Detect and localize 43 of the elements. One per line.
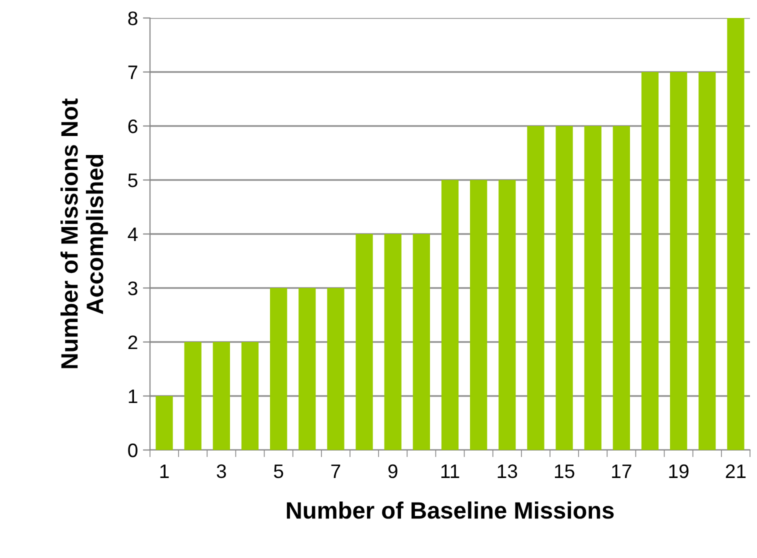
bar (727, 18, 744, 450)
x-tick-label: 17 (612, 464, 632, 478)
y-tick-label: 4 (128, 228, 138, 242)
x-tick-label: 9 (388, 464, 398, 478)
x-tick-label: 5 (274, 464, 284, 478)
bar (212, 342, 230, 450)
bar (670, 72, 688, 450)
y-tick-label: 8 (128, 11, 138, 26)
y-tick-label: 2 (128, 335, 138, 350)
y-tick-label: 0 (128, 443, 138, 458)
x-tick-label: 19 (669, 464, 688, 478)
bar (327, 288, 344, 450)
x-tick-label: 7 (331, 464, 340, 478)
bar (612, 126, 630, 450)
bar (184, 342, 202, 450)
bar (641, 72, 659, 450)
y-tick-label: 5 (128, 174, 138, 188)
bar (441, 180, 459, 450)
y-axis-title: Number of Missions Not Accomplished (60, 98, 108, 368)
bar (412, 234, 430, 450)
bar (498, 180, 516, 450)
y-tick-label: 7 (128, 66, 138, 80)
bar (584, 126, 602, 450)
x-tick-label: 11 (441, 464, 460, 478)
x-tick-label: 1 (160, 464, 169, 478)
bar (384, 234, 402, 450)
y-tick-label: 3 (128, 281, 138, 296)
bar (156, 396, 173, 450)
x-tick-label: 13 (498, 464, 518, 478)
bar (470, 180, 488, 450)
bar (241, 342, 259, 450)
x-tick-label: 3 (216, 464, 226, 478)
x-tick-label: 21 (726, 464, 746, 478)
bar (556, 126, 573, 450)
bar (356, 234, 373, 450)
x-tick-label: 15 (554, 464, 574, 478)
bar (698, 72, 716, 450)
y-tick-label: 6 (128, 119, 138, 134)
bar (298, 288, 316, 450)
x-axis-title: Number of Baseline Missions (286, 501, 614, 519)
bar (527, 126, 544, 450)
y-tick-label: 1 (128, 390, 138, 404)
bar (270, 288, 288, 450)
